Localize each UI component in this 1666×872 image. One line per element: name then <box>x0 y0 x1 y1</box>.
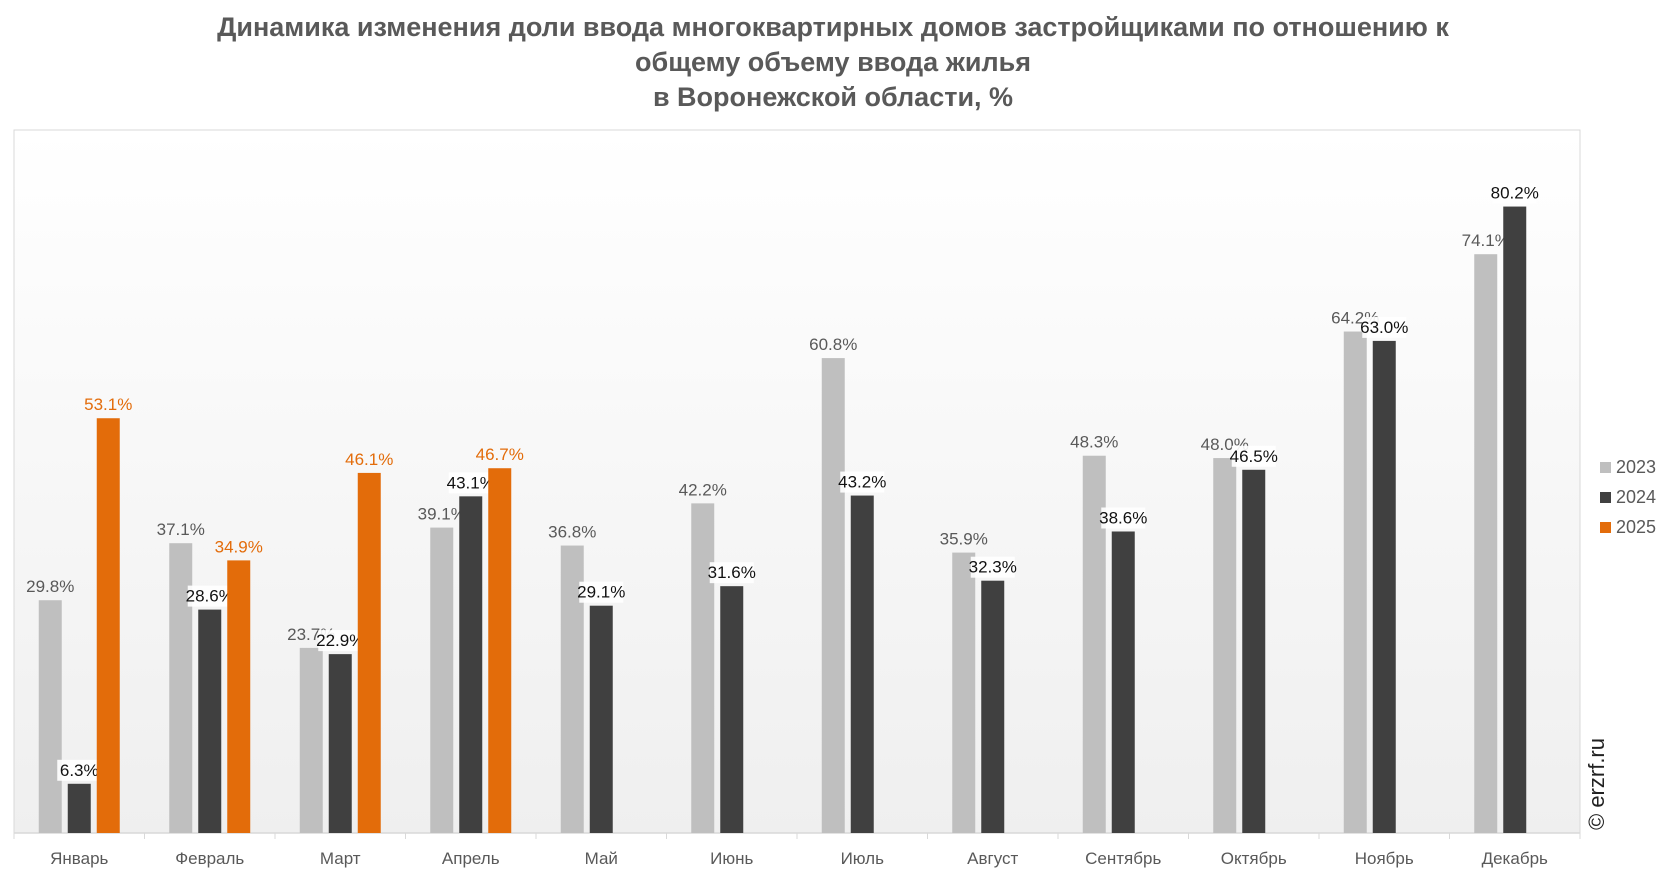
data-label: 29.1% <box>577 583 625 602</box>
legend: 2023 2024 2025 <box>1600 452 1656 542</box>
bar-2025 <box>96 418 120 833</box>
bar-2024 <box>1242 469 1266 833</box>
data-label: 42.2% <box>679 480 727 499</box>
bar-2024 <box>1503 206 1527 833</box>
legend-label: 2023 <box>1616 456 1657 477</box>
bar-2023 <box>952 552 976 833</box>
bar-2023 <box>1343 331 1367 833</box>
data-label: 53.1% <box>84 395 132 414</box>
bar-2023 <box>299 647 323 833</box>
bar-2024 <box>198 609 222 833</box>
legend-item-2024: 2024 <box>1600 482 1656 512</box>
bar-2023 <box>430 527 454 833</box>
title-line: в Воронежской области, % <box>652 82 1014 112</box>
bar-2023 <box>169 543 193 833</box>
legend-item-2025: 2025 <box>1600 512 1656 542</box>
data-label: 39.1% <box>418 505 466 524</box>
data-label: 37.1% <box>157 520 205 539</box>
data-label: 22.9% <box>316 631 364 650</box>
data-label: 43.2% <box>838 473 886 492</box>
data-label-bg <box>187 585 232 607</box>
data-label-bg <box>970 556 1015 578</box>
legend-label: 2025 <box>1616 516 1657 537</box>
x-tick-label: Апрель <box>442 849 500 868</box>
data-label: 46.5% <box>1230 447 1278 466</box>
bar-2024 <box>459 496 483 833</box>
x-tick-label: Июль <box>841 849 885 868</box>
bar-2024 <box>981 580 1005 833</box>
bar-2024 <box>720 586 744 833</box>
x-tick-label: Май <box>585 849 618 868</box>
data-label: 35.9% <box>940 530 988 549</box>
data-label: 43.1% <box>447 473 495 492</box>
legend-label: 2024 <box>1616 486 1657 507</box>
data-label-bg <box>1362 316 1407 338</box>
x-tick-label: Ноябрь <box>1355 849 1414 868</box>
legend-swatch <box>1600 461 1611 473</box>
data-label-bg <box>57 759 102 781</box>
data-label: 38.6% <box>1099 508 1147 527</box>
legend-item-2023: 2023 <box>1600 452 1656 482</box>
x-tick-label: Сентябрь <box>1085 849 1161 868</box>
data-label-bg <box>579 581 624 603</box>
data-label: 46.7% <box>476 445 524 464</box>
bar-2024 <box>850 495 874 833</box>
data-label: 28.6% <box>186 587 234 606</box>
data-label-bg <box>709 562 754 584</box>
bar-2024 <box>67 783 91 833</box>
bar-2023 <box>1213 458 1237 833</box>
title-line: общему объему ввода жилья <box>635 47 1031 77</box>
x-tick-label: Октябрь <box>1221 849 1287 868</box>
data-label: 31.6% <box>708 563 756 582</box>
chart-title: Динамика изменения доли ввода многокварт… <box>0 10 1666 115</box>
bar-2024 <box>1372 340 1396 833</box>
bar-2024 <box>1111 531 1135 833</box>
x-tick-label: Декабрь <box>1482 849 1548 868</box>
bar-2023 <box>691 503 715 833</box>
data-label: 48.3% <box>1070 433 1118 452</box>
data-label-bg <box>318 630 363 652</box>
bar-2025 <box>357 472 381 833</box>
data-label-bg <box>1101 507 1146 529</box>
x-tick-label: Август <box>967 849 1018 868</box>
data-label: 60.8% <box>809 335 857 354</box>
bar-2023 <box>1474 254 1498 834</box>
data-label: 74.1% <box>1462 231 1510 250</box>
bar-2024 <box>589 605 613 833</box>
watermark: © erzrf.ru <box>1584 738 1609 830</box>
x-tick-label: Январь <box>50 849 108 868</box>
bar-2023 <box>1082 455 1106 833</box>
legend-swatch <box>1600 521 1611 533</box>
data-label-bg <box>1492 182 1537 204</box>
bar-2025 <box>488 468 512 833</box>
data-label-bg <box>840 471 885 493</box>
bar-2024 <box>328 654 352 833</box>
plot-area <box>13 129 1581 834</box>
legend-swatch <box>1600 491 1611 503</box>
title-line: Динамика изменения доли ввода многокварт… <box>217 12 1449 42</box>
bar-2023 <box>560 545 584 833</box>
data-label-bg <box>1231 445 1276 467</box>
data-label: 80.2% <box>1491 184 1539 203</box>
bar-2023 <box>38 600 62 833</box>
data-label: 29.8% <box>26 577 74 596</box>
data-label: 34.9% <box>215 537 263 556</box>
bar-2023 <box>821 358 845 833</box>
x-tick-label: Март <box>320 849 361 868</box>
data-label-bg <box>448 472 493 494</box>
x-tick-label: Февраль <box>175 849 244 868</box>
data-label: 32.3% <box>969 558 1017 577</box>
data-label: 36.8% <box>548 523 596 542</box>
data-label: 6.3% <box>60 761 99 780</box>
bar-2025 <box>227 560 251 833</box>
data-label: 46.1% <box>345 450 393 469</box>
data-label: 63.0% <box>1360 318 1408 337</box>
x-tick-label: Июнь <box>710 849 753 868</box>
